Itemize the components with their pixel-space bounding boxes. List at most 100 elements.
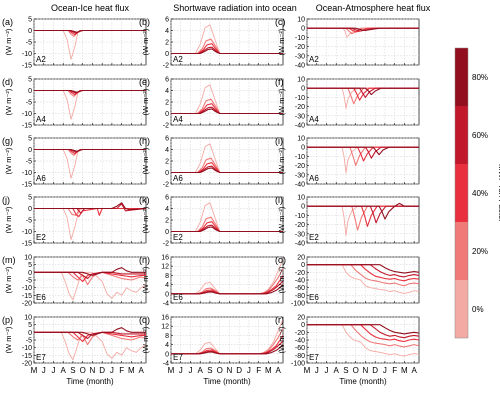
y-tick-label: -10 bbox=[22, 229, 32, 236]
y-tick-label: -20 bbox=[295, 104, 305, 111]
y-tick-label: -10 bbox=[295, 213, 305, 220]
y-tick-label: -15 bbox=[22, 241, 32, 248]
y-tick-label: 0 bbox=[301, 145, 305, 152]
panel-o: 200-20-40-60-80-100 (o) E6 (W m⁻²) bbox=[275, 255, 420, 308]
x-tick-label: J bbox=[179, 366, 183, 375]
y-tick-label: -40 bbox=[295, 63, 305, 70]
x-tick-label: J bbox=[42, 366, 46, 375]
y-tick-label: 16 bbox=[161, 315, 169, 322]
scenario-label: E6 bbox=[36, 293, 46, 302]
colorbar-segment bbox=[455, 164, 468, 222]
colorbar-frame bbox=[454, 47, 469, 339]
x-tick-label: J bbox=[383, 366, 387, 375]
colorbar-label: MWP run Factor bbox=[497, 164, 500, 222]
y-axis-label: (W m⁻²) bbox=[4, 326, 13, 353]
y-tick-label: -40 bbox=[295, 241, 305, 248]
scenario-label: A6 bbox=[173, 174, 183, 183]
y-tick-label: -20 bbox=[295, 163, 305, 170]
scenario-label: E2 bbox=[36, 233, 46, 242]
y-tick-label: -10 bbox=[295, 35, 305, 42]
y-tick-label: -5 bbox=[26, 159, 32, 166]
series-line-80pct bbox=[171, 108, 283, 115]
y-axis-label: (W m⁻²) bbox=[277, 88, 286, 115]
scenario-label: A2 bbox=[173, 55, 183, 64]
series-line-80pct bbox=[34, 148, 146, 152]
scenario-label: E7 bbox=[309, 353, 319, 362]
y-axis-label: (W m⁻²) bbox=[277, 326, 286, 353]
y-tick-label: 4 bbox=[165, 28, 169, 35]
y-tick-label: 6 bbox=[165, 195, 169, 202]
y-tick-label: 0 bbox=[165, 229, 169, 236]
x-tick-label: N bbox=[363, 366, 369, 375]
y-tick-label: 0 bbox=[28, 88, 32, 95]
panel-i: 10 0 -10 -20 -30 -40 (i) A6 (W m⁻²) bbox=[275, 136, 420, 189]
scenario-label: E7 bbox=[173, 353, 183, 362]
series-line-80pct bbox=[171, 344, 284, 355]
y-tick-label: -2 bbox=[163, 182, 169, 189]
series-line-80pct bbox=[171, 226, 283, 233]
column-title-1: Shortwave radiation into ocean bbox=[173, 3, 297, 13]
y-tick-label: -15 bbox=[22, 353, 32, 360]
y-tick-label: -10 bbox=[22, 285, 32, 292]
panel-letter: (h) bbox=[139, 136, 150, 146]
x-tick-label: J bbox=[110, 366, 114, 375]
series-line-80pct bbox=[34, 327, 146, 336]
plot-frame bbox=[33, 137, 147, 185]
y-tick-label: -5 bbox=[26, 100, 32, 107]
colorbar-tick-label: 60% bbox=[472, 131, 488, 140]
y-tick-label: 2 bbox=[165, 159, 169, 166]
panel-letter: (p) bbox=[2, 315, 13, 325]
scenario-label: A4 bbox=[173, 115, 183, 124]
y-tick-label: -30 bbox=[295, 113, 305, 120]
y-tick-label: 10 bbox=[297, 17, 305, 24]
series-line-20pct bbox=[34, 331, 147, 346]
y-tick-label: -40 bbox=[295, 182, 305, 189]
y-tick-label: -30 bbox=[295, 172, 305, 179]
y-tick-label: -2 bbox=[163, 123, 169, 130]
y-axis-label: (W m⁻²) bbox=[141, 206, 150, 233]
panel-letter: (n) bbox=[139, 255, 150, 265]
panel-q: 16 12 8 4 0 -4 (q) E7 (W m⁻²) bbox=[139, 315, 284, 368]
colorbar-segment bbox=[455, 280, 468, 338]
y-tick-label: -4 bbox=[163, 301, 169, 308]
panel-letter: (g) bbox=[2, 136, 13, 146]
series-line-80pct bbox=[307, 27, 419, 32]
scenario-label: E2 bbox=[173, 233, 183, 242]
y-tick-label: -60 bbox=[295, 345, 305, 352]
x-tick-label: J bbox=[324, 366, 328, 375]
y-tick-label: 5 bbox=[28, 322, 32, 329]
series-line-80pct bbox=[307, 87, 419, 96]
x-tick-label: A bbox=[275, 366, 281, 375]
y-tick-label: 0 bbox=[301, 26, 305, 33]
y-tick-label: 10 bbox=[24, 255, 32, 262]
y-tick-label: 5 bbox=[28, 77, 32, 84]
colorbar-tick-label: 0% bbox=[472, 305, 484, 314]
colorbar-segment bbox=[455, 48, 468, 106]
series-line-20pct bbox=[34, 271, 147, 286]
scenario-label: A6 bbox=[309, 174, 319, 183]
scenario-label: A4 bbox=[309, 115, 319, 124]
series-line-80pct bbox=[307, 264, 420, 274]
y-tick-label: 6 bbox=[165, 17, 169, 24]
x-tick-label: M bbox=[128, 366, 135, 375]
y-tick-label: 0 bbox=[301, 86, 305, 93]
y-tick-label: 10 bbox=[24, 315, 32, 322]
colorbar: 0% 20% 40% 60% 80% MWP run Factor bbox=[454, 47, 500, 339]
scenario-label: A6 bbox=[36, 174, 46, 183]
y-tick-label: 5 bbox=[28, 195, 32, 202]
y-tick-label: -4 bbox=[163, 361, 169, 368]
y-tick-label: 0 bbox=[28, 147, 32, 154]
panel-letter: (i) bbox=[275, 136, 283, 146]
y-tick-label: -5 bbox=[26, 338, 32, 345]
plot-frame bbox=[170, 137, 284, 185]
y-tick-label: -40 bbox=[295, 278, 305, 285]
x-tick-label: S bbox=[70, 366, 75, 375]
scenario-label: A4 bbox=[36, 115, 46, 124]
y-axis-label: (W m⁻²) bbox=[141, 28, 150, 55]
panel-letter: (f) bbox=[275, 77, 284, 87]
plot-frame bbox=[170, 256, 284, 304]
series-line-0pct bbox=[307, 146, 419, 174]
x-tick-label: M bbox=[401, 366, 408, 375]
y-axis-label: (W m⁻²) bbox=[277, 266, 286, 293]
